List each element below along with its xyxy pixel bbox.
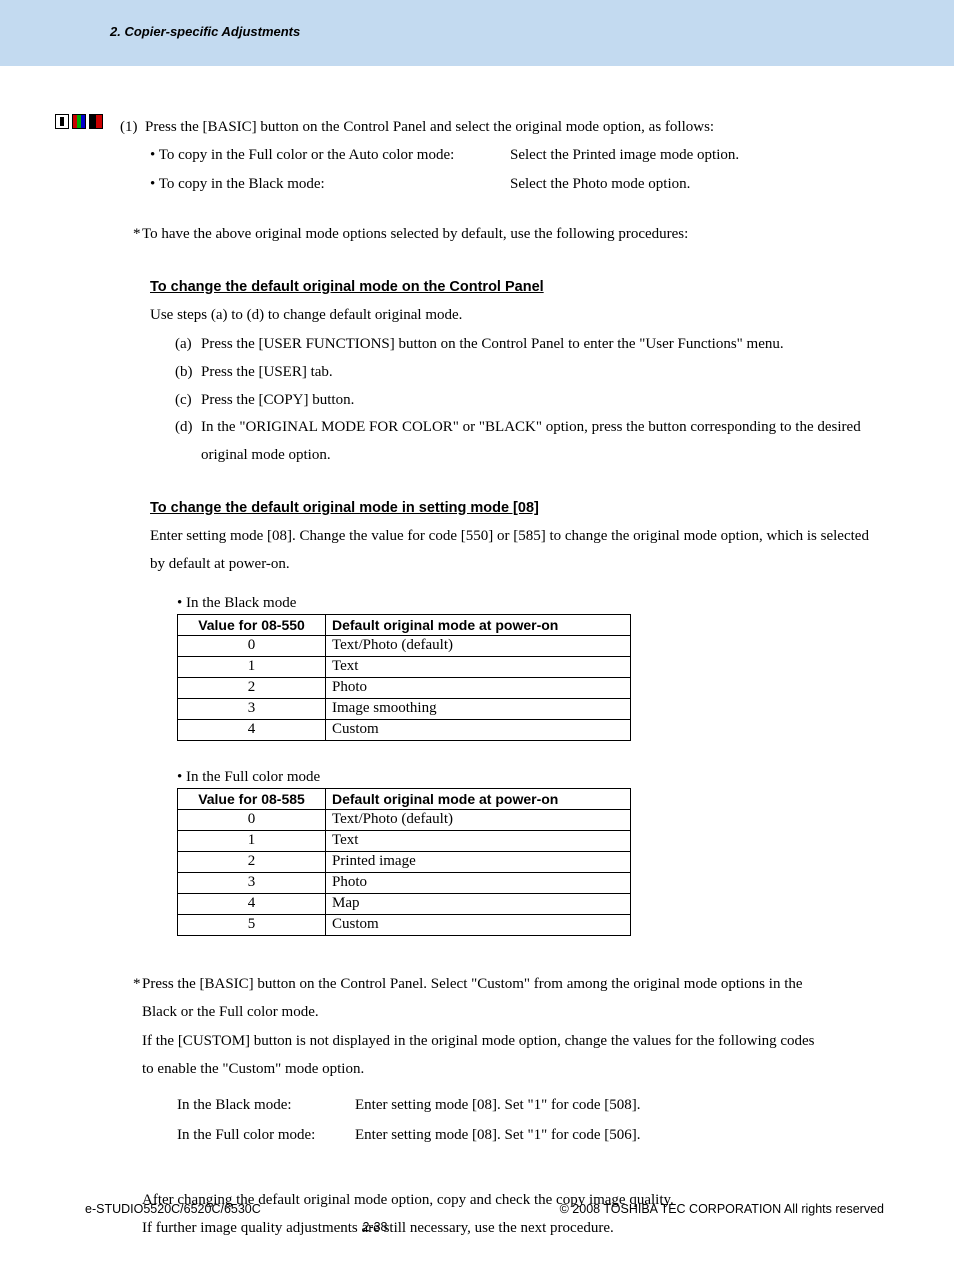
- table-black: Value for 08-550 Default original mode a…: [177, 614, 631, 741]
- lower-note: *Press the [BASIC] button on the Control…: [142, 970, 824, 1084]
- substep-text: In the "ORIGINAL MODE FOR COLOR" or "BLA…: [201, 414, 884, 470]
- substep-label: (b): [175, 359, 201, 387]
- step-1: (1) Press the [BASIC] button on the Cont…: [120, 114, 884, 141]
- section-a-intro: Use steps (a) to (d) to change default o…: [150, 301, 884, 330]
- substep-text: Press the [COPY] button.: [201, 387, 884, 415]
- header-band: 2. Copier-specific Adjustments: [0, 0, 954, 66]
- table-header-cell: Value for 08-550: [178, 614, 326, 635]
- table-black-caption: • In the Black mode: [177, 595, 884, 612]
- bullet-right: Select the Photo mode option.: [510, 170, 884, 199]
- substep: (c)Press the [COPY] button.: [175, 387, 884, 415]
- table-cell: Text/Photo (default): [326, 809, 631, 830]
- table-row: 4Map: [178, 893, 631, 914]
- asterisk: *: [133, 220, 142, 249]
- mode-row: In the Black mode:Enter setting mode [08…: [177, 1090, 884, 1120]
- page-content: (1) Press the [BASIC] button on the Cont…: [0, 66, 954, 1243]
- table-row: 3Photo: [178, 872, 631, 893]
- substep-text: Press the [USER FUNCTIONS] button on the…: [201, 331, 884, 359]
- mode-row: In the Full color mode:Enter setting mod…: [177, 1120, 884, 1150]
- color-icon: [72, 114, 86, 129]
- step-1-text: Press the [BASIC] button on the Control …: [145, 119, 714, 135]
- section-b-intro: Enter setting mode [08]. Change the valu…: [150, 522, 884, 579]
- table-header-cell: Default original mode at power-on: [326, 614, 631, 635]
- table-cell: Custom: [326, 719, 631, 740]
- bw-icon: [55, 114, 69, 129]
- table-cell: 2: [178, 851, 326, 872]
- mode-value: Enter setting mode [08]. Set "1" for cod…: [355, 1090, 641, 1120]
- table-row: 3Image smoothing: [178, 698, 631, 719]
- table-row: 4Custom: [178, 719, 631, 740]
- table-cell: 0: [178, 635, 326, 656]
- page-footer: e-STUDIO5520C/6520C/6530C © 2008 TOSHIBA…: [0, 1202, 954, 1234]
- table-row: 1Text: [178, 830, 631, 851]
- table-cell: Map: [326, 893, 631, 914]
- substep: (a)Press the [USER FUNCTIONS] button on …: [175, 331, 884, 359]
- substep-text: Press the [USER] tab.: [201, 359, 884, 387]
- table-cell: 0: [178, 809, 326, 830]
- table-cell: 1: [178, 656, 326, 677]
- note-text: To have the above original mode options …: [142, 226, 688, 242]
- table-cell: 4: [178, 893, 326, 914]
- table-header-row: Value for 08-550 Default original mode a…: [178, 614, 631, 635]
- table-row: 1Text: [178, 656, 631, 677]
- table-color: Value for 08-585 Default original mode a…: [177, 788, 631, 936]
- table-row: 2Photo: [178, 677, 631, 698]
- table-cell: Photo: [326, 677, 631, 698]
- mode-codes: In the Black mode:Enter setting mode [08…: [177, 1090, 884, 1150]
- table-cell: 2: [178, 677, 326, 698]
- section-a-heading: To change the default original mode on t…: [150, 279, 884, 295]
- mode-label: In the Black mode:: [177, 1090, 355, 1120]
- table-header-cell: Default original mode at power-on: [326, 788, 631, 809]
- table-cell: Text: [326, 656, 631, 677]
- bullet-row: • To copy in the Black mode: Select the …: [150, 170, 884, 199]
- step-1-bullets: • To copy in the Full color or the Auto …: [150, 141, 884, 198]
- table-cell: Text: [326, 830, 631, 851]
- substep-label: (c): [175, 387, 201, 415]
- table-cell: 3: [178, 872, 326, 893]
- footer-copyright: © 2008 TOSHIBA TEC CORPORATION All right…: [560, 1202, 884, 1216]
- table-cell: 1: [178, 830, 326, 851]
- table-cell: Printed image: [326, 851, 631, 872]
- step-1-number: (1): [120, 119, 138, 135]
- table-cell: Photo: [326, 872, 631, 893]
- footer-page-number: 2-38: [345, 1220, 405, 1234]
- table-row: 0Text/Photo (default): [178, 809, 631, 830]
- lower-p1: *Press the [BASIC] button on the Control…: [142, 970, 824, 1027]
- section-b-heading: To change the default original mode in s…: [150, 500, 884, 516]
- table-row: 5Custom: [178, 914, 631, 935]
- table-row: 0Text/Photo (default): [178, 635, 631, 656]
- table-header-row: Value for 08-585 Default original mode a…: [178, 788, 631, 809]
- section-title: 2. Copier-specific Adjustments: [110, 24, 300, 39]
- asterisk: *: [133, 970, 142, 999]
- table-cell: 3: [178, 698, 326, 719]
- table-cell: Text/Photo (default): [326, 635, 631, 656]
- footer-row: e-STUDIO5520C/6520C/6530C © 2008 TOSHIBA…: [85, 1202, 884, 1216]
- lower-p2: If the [CUSTOM] button is not displayed …: [142, 1027, 824, 1084]
- section-a-steps: (a)Press the [USER FUNCTIONS] button on …: [175, 331, 884, 470]
- lower-p1-text: Press the [BASIC] button on the Control …: [142, 976, 803, 1021]
- substep: (b)Press the [USER] tab.: [175, 359, 884, 387]
- table-cell: Custom: [326, 914, 631, 935]
- mode-value: Enter setting mode [08]. Set "1" for cod…: [355, 1120, 641, 1150]
- table-cell: 4: [178, 719, 326, 740]
- table-cell: Image smoothing: [326, 698, 631, 719]
- substep-label: (d): [175, 414, 201, 470]
- mode-icons: [55, 114, 103, 129]
- step-1-note: *To have the above original mode options…: [142, 220, 884, 249]
- bullet-left: • To copy in the Black mode:: [150, 170, 510, 199]
- table-header-cell: Value for 08-585: [178, 788, 326, 809]
- mode-label: In the Full color mode:: [177, 1120, 355, 1150]
- footer-model: e-STUDIO5520C/6520C/6530C: [85, 1202, 261, 1216]
- twin-color-icon: [89, 114, 103, 129]
- table-row: 2Printed image: [178, 851, 631, 872]
- bullet-right: Select the Printed image mode option.: [510, 141, 884, 170]
- substep: (d)In the "ORIGINAL MODE FOR COLOR" or "…: [175, 414, 884, 470]
- substep-label: (a): [175, 331, 201, 359]
- table-cell: 5: [178, 914, 326, 935]
- bullet-row: • To copy in the Full color or the Auto …: [150, 141, 884, 170]
- bullet-left: • To copy in the Full color or the Auto …: [150, 141, 510, 170]
- table-color-caption: • In the Full color mode: [177, 769, 884, 786]
